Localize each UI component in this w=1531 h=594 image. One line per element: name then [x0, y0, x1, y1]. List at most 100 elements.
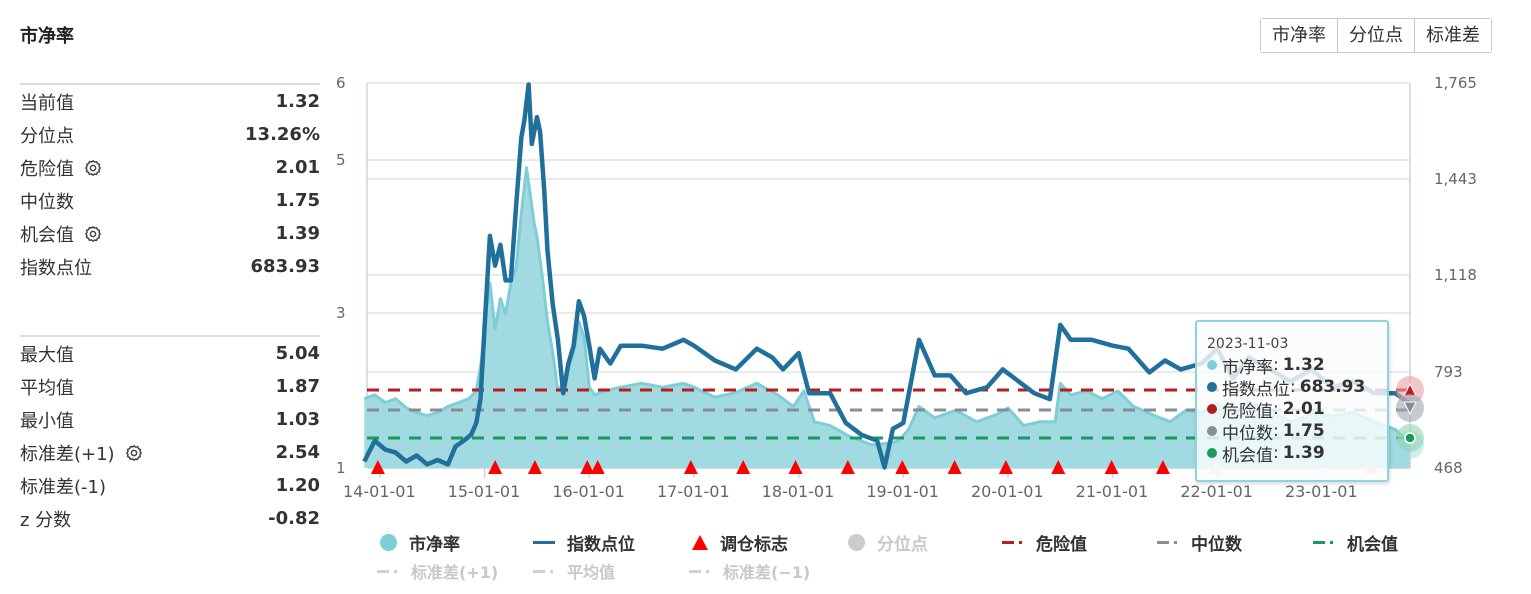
gear-icon[interactable]: [84, 225, 102, 243]
stat-label: 分位点: [20, 125, 74, 147]
right-axis-tick-1443: 1,443: [1434, 170, 1477, 188]
view-toggle-group: 市净率 分位点 标准差: [1260, 18, 1492, 53]
page-title: 市净率: [20, 26, 74, 47]
tooltip-date: 2023-11-03: [1207, 336, 1289, 352]
x-axis-tick-label: 19-01-01: [866, 482, 939, 501]
tab-pb[interactable]: 市净率: [1261, 19, 1338, 52]
stat-row: 指数点位 683.93: [20, 250, 320, 283]
stat-row: 中位数 1.75: [20, 184, 320, 217]
stat-label: 平均值: [20, 377, 74, 399]
left-axis-tick-5: 5: [336, 151, 346, 169]
legend-std-minus[interactable]: 标准差(−1): [689, 559, 810, 583]
stat-row: z 分数 -0.82: [20, 502, 320, 535]
rebalance-triangle-icon: [1104, 460, 1119, 474]
x-axis-tick-label: 20-01-01: [971, 482, 1044, 501]
right-axis-tick-1765: 1,765: [1434, 74, 1477, 92]
legend-percentile[interactable]: 分位点: [848, 530, 928, 555]
dash-dot-icon: [377, 569, 399, 573]
stat-value: 1.32: [275, 91, 320, 112]
stats-panel-summary: 最大值 5.04 平均值 1.87 最小值 1.03 标准差(+1) 2.54 标准差(-1) 1…: [20, 335, 320, 535]
stat-value: 1.75: [275, 190, 320, 211]
stat-row: 当前值 1.32: [20, 85, 320, 118]
legend-std-plus[interactable]: 标准差(+1): [377, 559, 498, 583]
stat-value: 1.03: [275, 409, 320, 430]
danger-dot-icon: [1207, 404, 1217, 414]
stat-value: 13.26%: [245, 124, 320, 145]
x-axis-tick-label: 14-01-01: [343, 482, 416, 501]
stat-value: 1.39: [275, 223, 320, 244]
left-axis-tick-3: 3: [336, 304, 346, 322]
stat-row: 平均值 1.87: [20, 370, 320, 403]
rebalance-triangle-icon: [590, 460, 605, 474]
legend-mean[interactable]: 平均值: [533, 559, 615, 583]
opportunity-dot-icon: [1207, 448, 1217, 458]
gear-icon[interactable]: [125, 444, 143, 462]
circle-icon: [380, 534, 397, 551]
line-icon: [533, 541, 555, 544]
stat-row: 机会值 1.39: [20, 217, 320, 250]
right-axis-tick-468: 468: [1434, 459, 1463, 477]
stat-label: 中位数: [20, 191, 74, 213]
rebalance-triangle-icon: [998, 460, 1013, 474]
stat-label: 机会值: [20, 224, 74, 246]
stat-value: 2.54: [275, 442, 320, 463]
stat-label: z 分数: [20, 509, 72, 531]
endpoint-markers: [1396, 376, 1424, 459]
stats-panel-current: 当前值 1.32 分位点 13.26% 危险值 2.01 中位数 1.75 机会值 1.39 指数点…: [20, 83, 320, 283]
stat-row: 标准差(-1) 1.20: [20, 469, 320, 502]
x-axis-tick-label: 22-01-01: [1180, 482, 1253, 501]
rebalance-triangle-icon: [736, 460, 751, 474]
pb-area-series: [364, 167, 1410, 468]
stat-value: -0.82: [268, 508, 320, 529]
stat-row: 分位点 13.26%: [20, 118, 320, 151]
stat-label: 最小值: [20, 410, 74, 432]
tooltip-row-pb: 市净率:1.32: [1207, 354, 1377, 378]
stat-row: 最大值 5.04: [20, 337, 320, 370]
stat-label: 指数点位: [20, 257, 92, 279]
rebalance-triangle-icon: [370, 460, 385, 474]
rebalance-triangle-icon: [1155, 460, 1170, 474]
dash-dot-icon: [1157, 541, 1179, 544]
stat-value: 683.93: [250, 256, 320, 277]
stat-value: 1.87: [275, 376, 320, 397]
rebalance-triangle-icon: [947, 460, 962, 474]
left-axis-tick-6: 6: [336, 74, 346, 92]
stat-row: 危险值 2.01: [20, 151, 320, 184]
legend-median[interactable]: 中位数: [1157, 530, 1242, 555]
rebalance-triangle-icon: [840, 460, 855, 474]
legend-pb[interactable]: 市净率: [380, 530, 460, 555]
legend-index[interactable]: 指数点位: [533, 530, 635, 555]
stat-label: 标准差(-1): [20, 476, 106, 498]
rebalance-triangle-icon: [1051, 460, 1066, 474]
rebalance-triangle-icon: [527, 460, 542, 474]
x-axis-tick-label: 18-01-01: [761, 482, 835, 501]
legend-danger[interactable]: 危险值: [1002, 530, 1087, 555]
stat-label: 当前值: [20, 92, 74, 114]
stat-row: 标准差(+1) 2.54: [20, 436, 320, 469]
x-axis-tick-label: 15-01-01: [447, 482, 521, 501]
legend-opportunity[interactable]: 机会值: [1313, 530, 1398, 555]
left-axis-tick-1: 1: [336, 459, 346, 477]
stat-value: 1.20: [275, 475, 320, 496]
right-axis-tick-1118: 1,118: [1434, 266, 1477, 284]
rebalance-triangle-icon: [895, 460, 910, 474]
stat-row: 最小值 1.03: [20, 403, 320, 436]
tooltip-row-danger: 危险值:2.01: [1207, 398, 1377, 422]
circle-icon: [848, 534, 865, 551]
gear-icon[interactable]: [84, 159, 102, 177]
tab-std-dev[interactable]: 标准差: [1415, 19, 1491, 52]
stat-label: 最大值: [20, 344, 74, 366]
triangle-icon: [692, 535, 708, 550]
dash-dot-icon: [689, 569, 711, 573]
rebalance-triangle-icon: [788, 460, 803, 474]
legend-rebalance[interactable]: 调仓标志: [692, 530, 788, 555]
tooltip-row-median: 中位数:1.75: [1207, 420, 1377, 444]
tab-percentile[interactable]: 分位点: [1338, 19, 1415, 52]
dash-dot-icon: [1313, 541, 1335, 544]
index-line-series: [362, 82, 1412, 470]
rebalance-triangle-icon: [580, 460, 595, 474]
x-axis-tick-label: 17-01-01: [657, 482, 730, 501]
x-axis-tick-label: 21-01-01: [1075, 482, 1149, 501]
stat-label: 标准差(+1): [20, 443, 115, 465]
